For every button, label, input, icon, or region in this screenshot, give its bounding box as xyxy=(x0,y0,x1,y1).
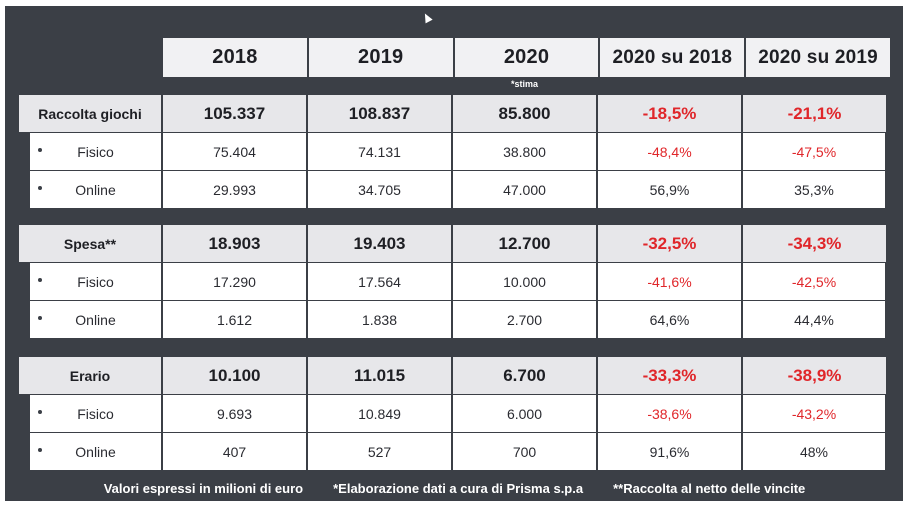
header-2018: 2018 xyxy=(163,38,307,77)
value-2018: 9.693 xyxy=(163,395,306,432)
value-2020-vs-2018: -48,4% xyxy=(598,133,741,170)
value-2019: 108.837 xyxy=(308,95,451,132)
table-row-sub: Online 1.612 1.838 2.700 64,6% 44,4% xyxy=(19,301,890,338)
value-2020-vs-2019: -38,9% xyxy=(743,357,886,394)
value-2020-vs-2019: 48% xyxy=(743,433,885,470)
row-label: Spesa** xyxy=(19,225,161,262)
value-2020-vs-2019: -34,3% xyxy=(743,225,886,262)
value-2020: 85.800 xyxy=(453,95,596,132)
units-note: Valori espressi in milioni di euro xyxy=(103,481,304,496)
value-2018: 29.993 xyxy=(163,171,306,208)
value-2019: 74.131 xyxy=(308,133,451,170)
value-2019: 34.705 xyxy=(308,171,451,208)
value-2019: 1.838 xyxy=(308,301,451,338)
footer-notes: Valori espressi in milioni di euro *Elab… xyxy=(19,481,890,496)
row-label: Raccolta giochi xyxy=(19,95,161,132)
value-2020-vs-2018: 91,6% xyxy=(598,433,741,470)
table-row-sub: Online 407 527 700 91,6% 48% xyxy=(19,433,890,470)
value-2020: 2.700 xyxy=(453,301,596,338)
table-row-main: Spesa** 18.903 19.403 12.700 -32,5% -34,… xyxy=(19,225,890,262)
estimate-note: *stima xyxy=(510,79,538,89)
value-2019: 17.564 xyxy=(308,263,451,300)
value-2020: 47.000 xyxy=(453,171,596,208)
value-2020-vs-2019: 35,3% xyxy=(743,171,885,208)
value-2018: 407 xyxy=(163,433,306,470)
table-row-sub: Fisico 75.404 74.131 38.800 -48,4% -47,5… xyxy=(19,133,890,170)
spesa-note: **Raccolta al netto delle vincite xyxy=(613,481,806,496)
group-erario: Erario 10.100 11.015 6.700 -33,3% -38,9%… xyxy=(19,357,890,470)
value-2020: 12.700 xyxy=(453,225,596,262)
row-label: Fisico xyxy=(30,133,161,170)
table-row-sub: Fisico 9.693 10.849 6.000 -38,6% -43,2% xyxy=(19,395,890,432)
row-label: Fisico xyxy=(30,263,161,300)
row-label: Fisico xyxy=(30,395,161,432)
source-note: *Elaborazione dati a cura di Prisma s.p.… xyxy=(333,481,584,496)
value-2020-vs-2019: -21,1% xyxy=(743,95,886,132)
header-2019: 2019 xyxy=(308,38,453,77)
value-2020-vs-2018: -33,3% xyxy=(598,357,741,394)
group-spesa: Spesa** 18.903 19.403 12.700 -32,5% -34,… xyxy=(19,225,890,338)
value-2019: 527 xyxy=(308,433,451,470)
value-2020: 10.000 xyxy=(453,263,596,300)
value-2018: 18.903 xyxy=(163,225,306,262)
group-raccolta-giochi: Raccolta giochi 105.337 108.837 85.800 -… xyxy=(19,95,890,208)
row-label: Erario xyxy=(19,357,161,394)
value-2018: 75.404 xyxy=(163,133,306,170)
row-label: Online xyxy=(30,301,161,338)
value-2020-vs-2019: -47,5% xyxy=(743,133,885,170)
value-2020: 6.700 xyxy=(453,357,596,394)
table-row-sub: Online 29.993 34.705 47.000 56,9% 35,3% xyxy=(19,171,890,208)
value-2020-vs-2018: -41,6% xyxy=(598,263,741,300)
value-2020-vs-2018: -38,6% xyxy=(598,395,741,432)
value-2019: 19.403 xyxy=(308,225,451,262)
table-row-main: Raccolta giochi 105.337 108.837 85.800 -… xyxy=(19,95,890,132)
value-2020: 700 xyxy=(453,433,596,470)
header-2020: 2020 xyxy=(454,38,599,77)
value-2020-vs-2018: 56,9% xyxy=(598,171,741,208)
value-2020-vs-2019: 44,4% xyxy=(743,301,885,338)
value-2020-vs-2019: -43,2% xyxy=(743,395,885,432)
table-row-main: Erario 10.100 11.015 6.700 -33,3% -38,9% xyxy=(19,357,890,394)
value-2020-vs-2019: -42,5% xyxy=(743,263,885,300)
row-label: Online xyxy=(30,171,161,208)
value-2020: 38.800 xyxy=(453,133,596,170)
value-2020-vs-2018: -18,5% xyxy=(598,95,741,132)
value-2018: 105.337 xyxy=(163,95,306,132)
value-2020-vs-2018: -32,5% xyxy=(598,225,741,262)
value-2018: 1.612 xyxy=(163,301,306,338)
value-2019: 11.015 xyxy=(308,357,451,394)
value-2018: 10.100 xyxy=(163,357,306,394)
row-label: Online xyxy=(30,433,161,470)
table-row-sub: Fisico 17.290 17.564 10.000 -41,6% -42,5… xyxy=(19,263,890,300)
header-2020-vs-2019: 2020 su 2019 xyxy=(746,38,890,77)
value-2020-vs-2018: 64,6% xyxy=(598,301,741,338)
value-2019: 10.849 xyxy=(308,395,451,432)
header-2020-vs-2018: 2020 su 2018 xyxy=(600,38,745,77)
table-header: 2018 2019 2020 2020 su 2018 2020 su 2019 xyxy=(163,38,890,77)
value-2020: 6.000 xyxy=(453,395,596,432)
value-2018: 17.290 xyxy=(163,263,306,300)
